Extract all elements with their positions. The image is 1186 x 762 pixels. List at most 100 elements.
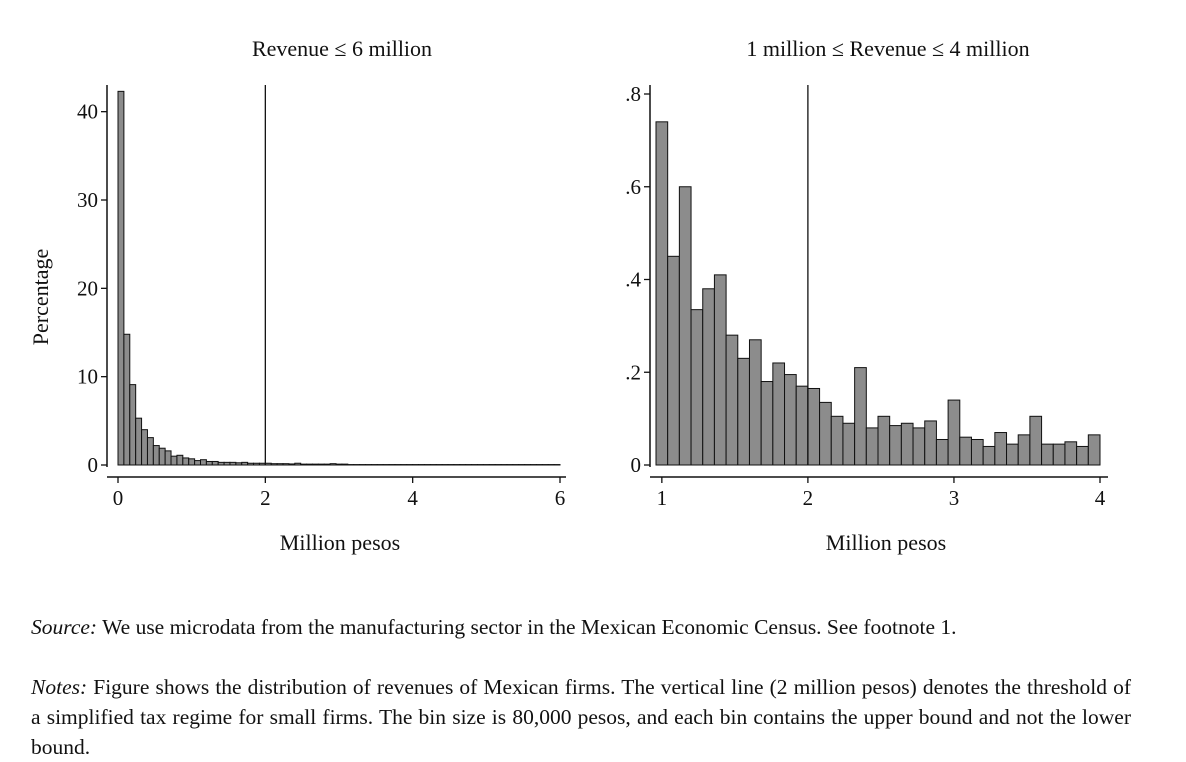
source-label: Source: [31, 615, 97, 639]
right-panel: 1 million ≤ Revenue ≤ 4 million 0 .2 .4 .6 .8… [625, 36, 1108, 555]
left-histogram-bar [342, 464, 348, 465]
left-histogram-bar [201, 460, 207, 465]
left-histogram-bar [254, 463, 260, 465]
right-histogram-bar [995, 433, 1007, 465]
left-histogram-bar [330, 464, 336, 465]
left-histogram-bar [312, 464, 318, 465]
right-histogram-bar [1077, 446, 1089, 465]
right-histogram-bar [983, 446, 995, 465]
left-histogram-bar [265, 463, 271, 465]
caption-notes: Notes: Figure shows the distribution of … [31, 672, 1131, 762]
right-histogram-bar [948, 400, 960, 465]
caption-source: Source: We use microdata from the manufa… [31, 612, 1131, 642]
right-histogram-bar [1053, 444, 1065, 465]
right-y-tick-label: 0 [631, 453, 642, 477]
right-histogram-bar [913, 428, 925, 465]
left-histogram-bar [218, 462, 224, 465]
left-histogram-bar [183, 458, 189, 465]
left-x-tick-label: 6 [555, 486, 566, 510]
right-histogram-bar [1065, 442, 1077, 465]
right-x-tick-label: 4 [1095, 486, 1106, 510]
right-histogram-bar [761, 382, 773, 465]
left-histogram-bar [295, 463, 301, 465]
left-histogram-bar [336, 464, 342, 465]
left-panel-title: Revenue ≤ 6 million [252, 36, 432, 61]
left-x-tick-label: 4 [407, 486, 418, 510]
right-panel-title: 1 million ≤ Revenue ≤ 4 million [746, 36, 1029, 61]
right-histogram-bar [855, 368, 867, 465]
left-histogram-bar [248, 463, 254, 465]
left-x-tick-label: 0 [113, 486, 124, 510]
left-histogram-bar [124, 334, 130, 465]
left-histogram-bar [147, 438, 153, 465]
left-x-axis-title: Million pesos [280, 530, 400, 555]
left-y-tick-label: 20 [77, 276, 98, 300]
left-histogram-bar [324, 464, 330, 465]
left-histogram-bar [142, 430, 148, 465]
left-histogram-bar [259, 463, 265, 465]
right-histogram-bar [714, 275, 726, 465]
left-histogram-bar [318, 464, 324, 465]
right-histogram-bar [1030, 416, 1042, 465]
right-histogram-bar [796, 386, 808, 465]
right-histogram-bar [691, 310, 703, 465]
right-y-tick-label: .8 [625, 82, 641, 106]
left-histogram-bar [130, 385, 136, 465]
left-histogram-bar [136, 418, 142, 465]
right-histogram-bar [971, 439, 983, 465]
right-histogram-bar [843, 423, 855, 465]
left-panel: Revenue ≤ 6 million 0 10 20 30 40 0 2 4 6 Million … [28, 36, 566, 555]
right-histogram-bar [1042, 444, 1054, 465]
right-histogram-bar [703, 289, 715, 465]
left-y-tick-label: 0 [88, 453, 99, 477]
left-histogram-bar [277, 464, 283, 465]
right-y-tick-label: .2 [625, 360, 641, 384]
right-histogram-bar [925, 421, 937, 465]
right-histogram-bar [668, 256, 680, 465]
left-histogram-bar [289, 464, 295, 465]
left-histogram-bar [118, 91, 124, 465]
right-x-tick-label: 1 [657, 486, 668, 510]
left-y-tick-label: 40 [77, 100, 98, 124]
left-y-tick-label: 30 [77, 188, 98, 212]
right-histogram-bar [901, 423, 913, 465]
right-histogram-bar [936, 439, 948, 465]
right-histogram-bar [773, 363, 785, 465]
right-histogram-bar [726, 335, 738, 465]
notes-text: Figure shows the distribution of revenue… [31, 675, 1131, 759]
right-histogram-bar [1088, 435, 1100, 465]
right-histogram-bar [1018, 435, 1030, 465]
right-histogram-bar [656, 122, 668, 465]
right-y-tick-label: .6 [625, 175, 641, 199]
left-histogram-bar [189, 459, 195, 465]
right-histogram-bar [866, 428, 878, 465]
left-histogram-bar [165, 451, 171, 465]
left-y-axis-title: Percentage [28, 249, 53, 346]
left-histogram-bar [301, 464, 307, 465]
right-histogram-bar [808, 388, 820, 465]
right-x-axis-title: Million pesos [826, 530, 946, 555]
left-histogram-bar [307, 464, 313, 465]
right-histogram-bar [960, 437, 972, 465]
left-histogram-bar [177, 455, 183, 465]
left-histogram-bar [195, 461, 201, 465]
left-histogram-bar [171, 456, 177, 465]
right-histogram-bar [831, 416, 843, 465]
right-histogram-bar [785, 375, 797, 465]
left-histogram-bar [236, 463, 242, 465]
right-x-tick-label: 2 [803, 486, 814, 510]
left-histogram-bar [224, 462, 230, 465]
left-y-tick-label: 10 [77, 365, 98, 389]
left-histogram-bar [159, 448, 165, 465]
right-histogram-bar [890, 426, 902, 465]
right-histogram-bar [820, 402, 832, 465]
left-x-tick-label: 2 [260, 486, 271, 510]
right-histogram-bar [1007, 444, 1019, 465]
right-y-tick-label: .4 [625, 268, 641, 292]
left-histogram-bar [212, 461, 218, 465]
left-histogram-bar [153, 446, 159, 465]
left-histogram-bar [271, 464, 277, 465]
notes-label: Notes: [31, 675, 87, 699]
source-text: We use microdata from the manufacturing … [102, 615, 956, 639]
